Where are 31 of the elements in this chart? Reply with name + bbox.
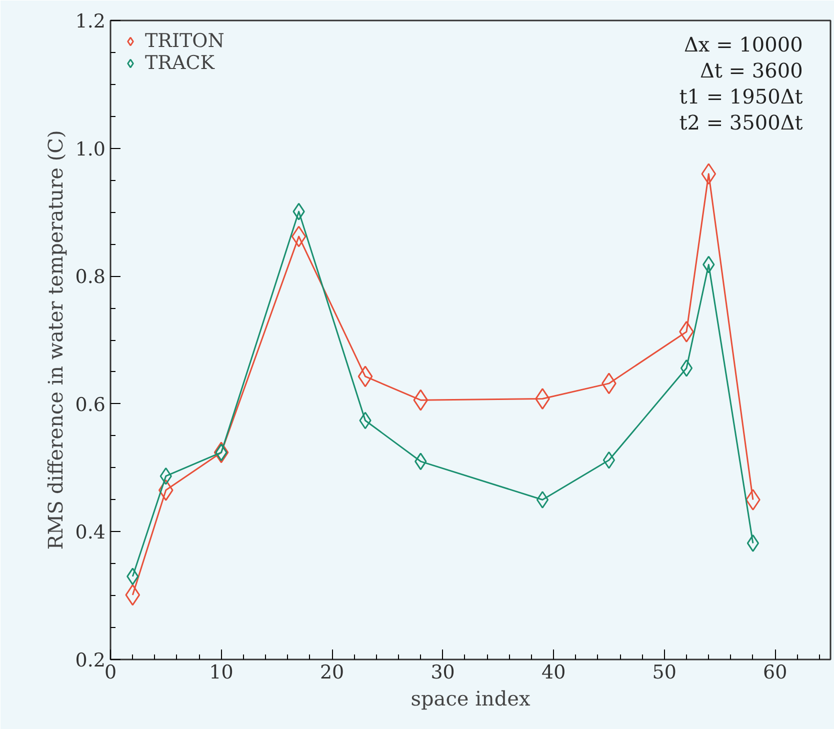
x-tick-label: 40: [541, 662, 566, 684]
point: [746, 534, 760, 552]
point: [602, 451, 616, 469]
x-tick-label: 30: [430, 662, 455, 684]
x-tick-label: 60: [763, 662, 788, 684]
legend-label: TRACK: [145, 52, 214, 74]
y-tick-label: 1.2: [75, 10, 106, 32]
point: [413, 389, 428, 411]
annotation: t1 = 1950Δt: [679, 84, 803, 108]
x-tick-label: 50: [652, 662, 676, 684]
y-tick-label: 0.8: [75, 266, 106, 288]
point: [680, 359, 693, 377]
point: [536, 491, 549, 508]
annotation: t2 = 3500Δt: [679, 110, 803, 134]
point: [125, 584, 140, 606]
y-tick-label: 0.4: [75, 522, 106, 544]
y-tick-label: 0.2: [75, 650, 106, 672]
y-tick-label: 1.0: [75, 138, 106, 160]
point: [158, 479, 174, 501]
y-axis-title: RMS difference in water temperature (C): [43, 130, 68, 550]
x-tick-label: 20: [320, 662, 344, 684]
y-tick-label: 0.6: [75, 394, 106, 416]
x-tick-label: 10: [209, 662, 234, 684]
point: [701, 163, 716, 185]
legend-label: TRITON: [145, 30, 224, 52]
x-axis-title: space index: [410, 686, 532, 710]
annotation: Δx = 10000: [684, 32, 803, 56]
x-tick-label: 0: [104, 662, 117, 684]
point: [358, 366, 373, 388]
point: [291, 226, 306, 248]
annotation: Δt = 3600: [700, 58, 803, 82]
